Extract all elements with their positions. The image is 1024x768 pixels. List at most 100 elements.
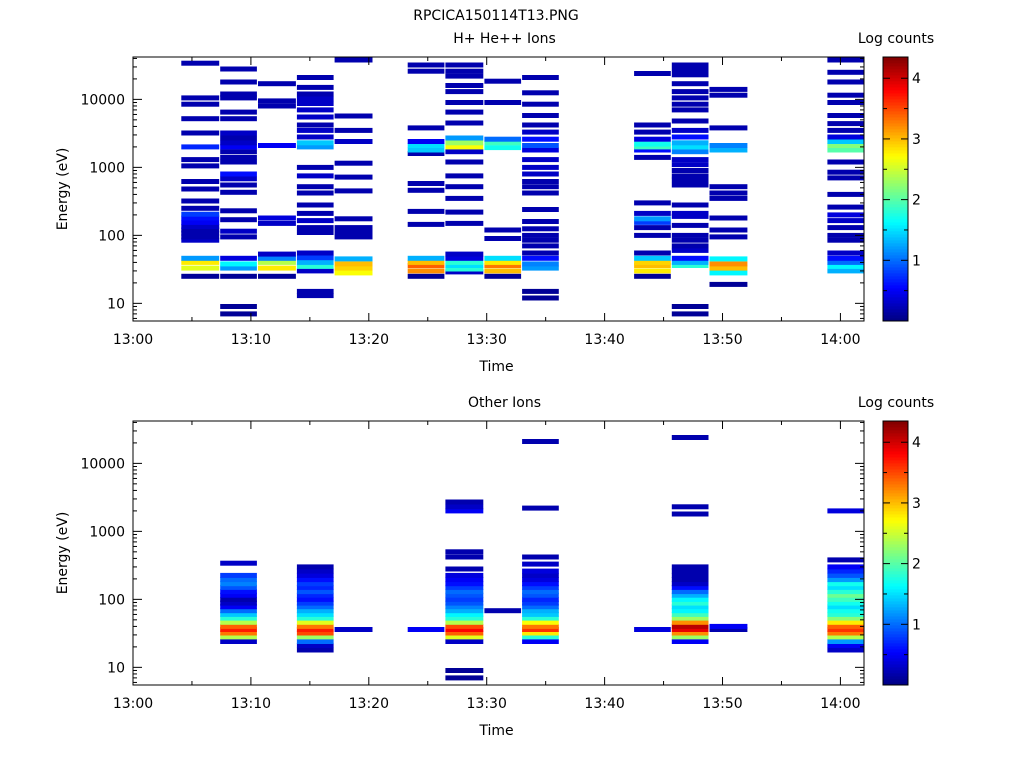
heatmap-cell	[220, 228, 257, 234]
heatmap-cell	[445, 623, 484, 629]
heatmap-cell	[709, 92, 748, 98]
heatmap-cell	[181, 230, 220, 236]
colorbar-step	[883, 670, 908, 674]
heatmap-cell	[522, 157, 559, 163]
heatmap-cell	[671, 247, 709, 253]
heatmap-cell	[522, 439, 559, 444]
heatmap-cell	[522, 505, 559, 511]
colorbar-step	[883, 499, 908, 503]
heatmap-cell	[445, 251, 484, 257]
colorbar-step	[883, 303, 908, 307]
colorbar-step	[883, 646, 908, 650]
x-tick-label: 13:00	[113, 696, 153, 712]
colorbar-step	[883, 180, 908, 184]
colorbar-step	[883, 195, 908, 199]
colorbar-step	[883, 234, 908, 238]
colorbar-step	[883, 204, 908, 208]
heatmap-cell	[522, 147, 559, 153]
heatmap-cell	[634, 210, 671, 216]
heatmap-cell	[522, 634, 559, 640]
heatmap-cell	[296, 91, 334, 97]
heatmap-cell	[181, 215, 220, 221]
heatmap-cell	[445, 173, 484, 179]
heatmap-cell	[220, 182, 257, 188]
heatmap-cell	[671, 255, 709, 261]
heatmap-cell	[522, 261, 559, 267]
colorbar-step	[883, 102, 908, 106]
colorbar-tick-label: 2	[912, 193, 921, 209]
heatmap-cell	[334, 160, 373, 166]
heatmap-cell	[445, 263, 484, 268]
heatmap-cell	[671, 589, 709, 595]
heatmap-cell	[445, 255, 484, 261]
heatmap-cell	[671, 157, 709, 163]
colorbar-step	[883, 493, 908, 497]
colorbar-step	[883, 421, 908, 425]
heatmap-cell	[709, 195, 748, 201]
x-tick-label: 13:40	[584, 696, 624, 712]
heatmap-cell	[827, 169, 865, 175]
heatmap-cell	[220, 634, 257, 640]
heatmap-cell	[445, 109, 484, 115]
heatmap-cell	[671, 72, 709, 78]
colorbar-step	[883, 508, 908, 512]
colorbar-step	[883, 75, 908, 79]
heatmap-cell	[407, 187, 445, 193]
heatmap-cell	[827, 589, 865, 595]
colorbar-step	[883, 120, 908, 124]
heatmap-cell	[181, 234, 220, 240]
heatmap-cell	[522, 630, 559, 636]
colorbar-tick-label: 2	[912, 557, 921, 573]
heatmap-cell	[634, 71, 671, 76]
heatmap-cell	[334, 627, 373, 632]
heatmap-cell	[296, 114, 334, 120]
heatmap-cell	[484, 259, 522, 265]
heatmap-cell	[827, 79, 865, 85]
colorbar-step	[883, 282, 908, 286]
heatmap-cell	[334, 265, 373, 271]
colorbar-step	[883, 69, 908, 73]
heatmap-cell	[220, 273, 257, 279]
heatmap-cell	[296, 263, 334, 269]
heatmap-cell	[407, 259, 445, 265]
heatmap-cell	[445, 600, 484, 606]
heatmap-cell	[522, 596, 559, 602]
heatmap-cell	[709, 190, 748, 196]
heatmap-cell	[220, 255, 257, 261]
colorbar-step	[883, 318, 908, 322]
heatmap-cell	[445, 615, 484, 621]
colorbar-tick-label: 3	[912, 132, 921, 148]
heatmap-cell	[671, 634, 709, 640]
heatmap-cell	[220, 109, 257, 115]
heatmap-cell	[181, 60, 220, 66]
heatmap-cell	[445, 159, 484, 165]
heatmap-cell	[220, 234, 257, 240]
heatmap-cell	[181, 265, 220, 271]
heatmap-cell	[522, 608, 559, 614]
heatmap-cell	[181, 198, 220, 204]
heatmap-cell	[709, 234, 748, 240]
panel-title: Other Ions	[468, 395, 541, 411]
heatmap-cell	[407, 139, 445, 144]
heatmap-cell	[522, 265, 559, 271]
figure-title: RPCICA150114T13.PNG	[413, 8, 578, 24]
heatmap-cell	[634, 255, 671, 261]
heatmap-cell	[407, 273, 445, 279]
heatmap-cell	[484, 236, 522, 241]
heatmap-cell	[671, 304, 709, 309]
colorbar-step	[883, 430, 908, 434]
y-tick-label: 10000	[80, 92, 125, 108]
heatmap-cell	[445, 68, 484, 74]
colorbar-step	[883, 589, 908, 593]
heatmap-cell	[522, 101, 559, 107]
y-tick-label: 10000	[80, 456, 125, 472]
heatmap-cell	[522, 581, 559, 587]
heatmap-cell	[671, 511, 709, 517]
y-axis-label: Energy (eV)	[55, 512, 71, 595]
colorbar-step	[883, 550, 908, 554]
heatmap-cell	[522, 207, 559, 212]
heatmap-cell	[634, 136, 671, 142]
colorbar-step	[883, 520, 908, 524]
colorbar-step	[883, 96, 908, 100]
heatmap-cell	[220, 189, 257, 195]
